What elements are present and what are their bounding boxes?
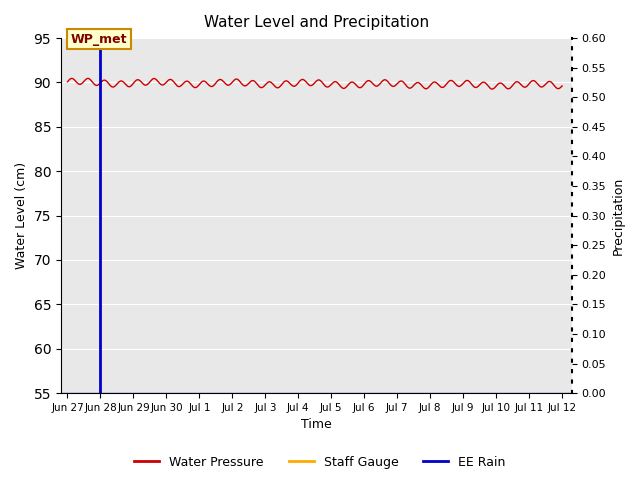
Water Pressure — [365, 78, 372, 84]
Water Pressure — [63, 79, 71, 85]
Title: Water Level and Precipitation: Water Level and Precipitation — [204, 15, 429, 30]
Water Pressure — [491, 85, 499, 91]
Water Pressure — [380, 77, 387, 83]
Water Pressure — [558, 83, 566, 89]
Water Pressure — [351, 81, 359, 87]
Y-axis label: Precipitation: Precipitation — [612, 177, 625, 255]
X-axis label: Time: Time — [301, 419, 332, 432]
Water Pressure — [68, 75, 76, 81]
Legend: Water Pressure, Staff Gauge, EE Rain: Water Pressure, Staff Gauge, EE Rain — [129, 451, 511, 474]
Water Pressure — [488, 86, 496, 92]
Water Pressure — [440, 84, 447, 90]
Line: Water Pressure: Water Pressure — [67, 78, 562, 89]
Text: WP_met: WP_met — [71, 33, 127, 46]
Water Pressure — [95, 82, 102, 87]
Y-axis label: Water Level (cm): Water Level (cm) — [15, 162, 28, 269]
